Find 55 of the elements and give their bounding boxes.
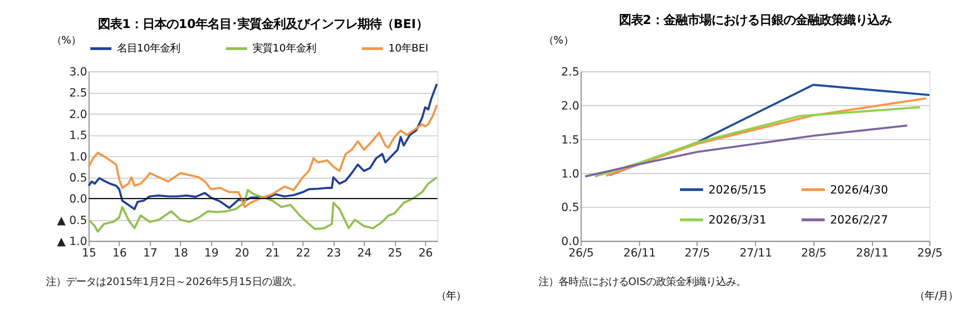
y-tick-label: 0.5 [561,201,580,214]
legend-label: 2026/3/31 [708,214,766,227]
x-tick-label: 29/5 [917,246,943,260]
x-tick-label: 18 [174,246,188,260]
line-series [594,106,921,178]
y-tick-label: 0.5 [69,172,88,185]
x-tick-label: 23 [326,246,342,260]
x-tick-label: 19 [204,246,219,260]
y-tick-label: 1.5 [69,129,88,142]
y-tick-label: 2.5 [69,86,88,100]
y-axis-title: （%） [51,34,82,46]
chart-title: 図表2：金融市場における日銀の金融政策織り込み [618,13,892,28]
x-tick-label: 24 [357,246,372,260]
chart-title: 図表1：日本の10年名目･実質金利及びインフレ期待（BEI） [98,16,428,31]
y-tick-label: 1.0 [69,150,88,164]
line-series [88,104,438,208]
x-tick-label: 25 [388,246,402,260]
y-tick-label: 2.5 [561,65,580,78]
x-tick-label: 20 [234,246,250,260]
x-axis-title: （年） [436,290,466,302]
text: 注）各時点におけるOISの政策金利織り込み。 [538,276,746,288]
x-tick-label: 22 [296,246,310,260]
x-tick-label: 15 [82,246,96,260]
y-tick-label: 3.0 [69,65,88,78]
legend-label: 名目10年金利 [116,42,180,54]
x-tick-label: 26/11 [623,246,656,260]
y-tick-label: ▲ 1.0 [56,235,88,248]
x-tick-label: 28/5 [801,246,826,260]
x-tick-label: 26/5 [568,246,594,260]
x-tick-label: 26 [418,246,433,260]
y-tick-label: 0.0 [561,235,580,248]
x-tick-label: 27/11 [740,246,772,260]
line-series [584,124,908,178]
x-tick-label: 16 [112,246,127,260]
legend-label: 2026/5/15 [708,183,766,196]
legend-label: 2026/4/30 [830,183,888,196]
x-tick-label: 28/11 [856,246,889,260]
y-tick-label: ▲ 0.5 [56,214,88,227]
line-series [605,97,928,177]
x-axis-title: （年/月） [914,290,958,302]
x-tick-label: 27/5 [684,246,710,260]
legend-label: 10年BEI [388,42,428,54]
y-tick-label: 1.0 [561,167,580,180]
y-tick-label: 2.0 [69,108,88,121]
legend-label: 2026/2/27 [830,214,888,227]
line-series [88,82,438,210]
y-tick-label: 2.0 [561,99,580,112]
x-tick-label: 21 [265,246,280,260]
legend-label: 実質10年金利 [252,42,316,54]
y-axis-title: （%） [543,34,574,46]
y-tick-label: 1.5 [561,133,580,146]
text: 注）データは2015年1月2日～2026年5月15日の週次。 [46,276,302,288]
line-series [88,176,438,233]
x-tick-label: 17 [143,246,158,260]
y-tick-label: 0.0 [69,192,88,206]
